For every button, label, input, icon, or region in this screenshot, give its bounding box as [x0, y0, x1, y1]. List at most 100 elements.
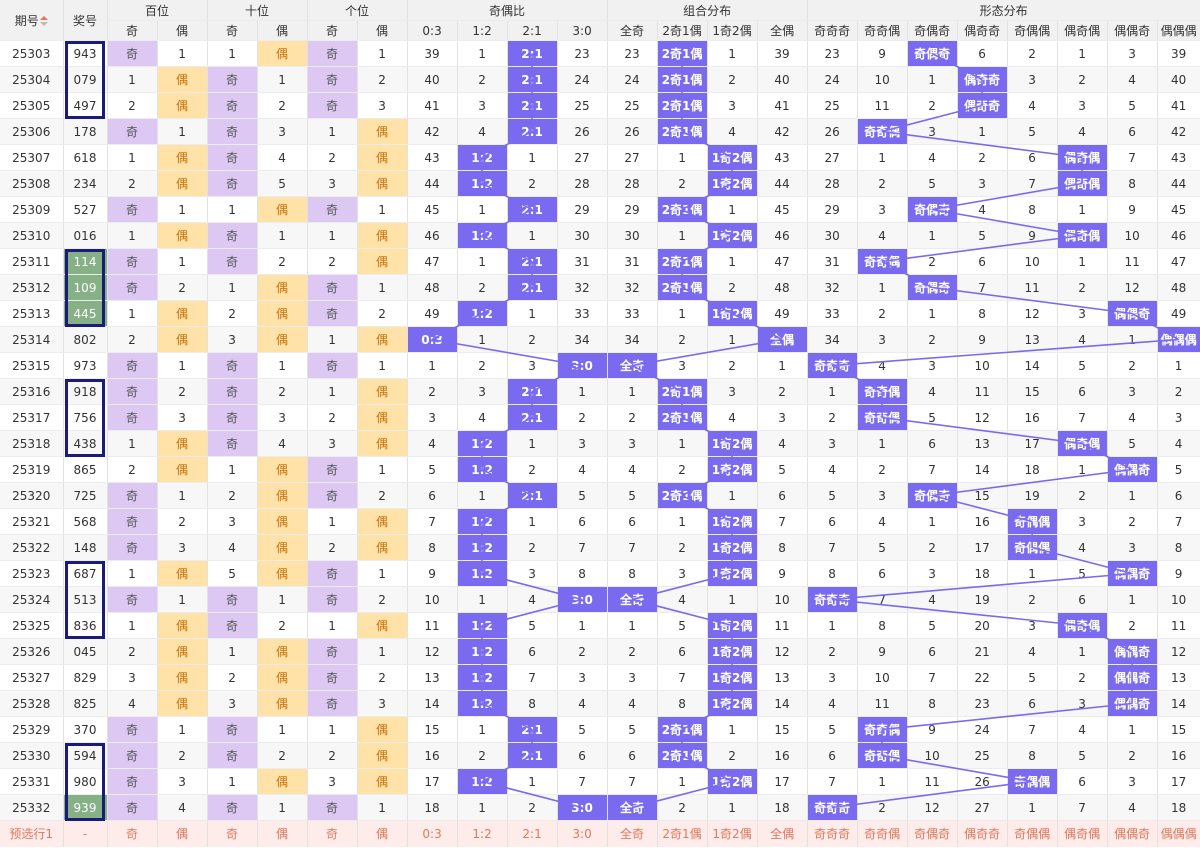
preset-option[interactable]: -	[63, 820, 108, 847]
draw-number: 438	[63, 430, 108, 457]
digit-parity-cell: 奇	[306, 40, 358, 67]
shape-cell: 2	[1057, 482, 1108, 509]
preset-option[interactable]: 偶	[257, 820, 308, 847]
preset-option[interactable]: 奇	[106, 820, 158, 847]
ratio-cell: 1:2	[457, 144, 508, 171]
digit-parity-cell: 1	[306, 378, 358, 405]
draw-number: 568	[63, 508, 108, 535]
combo-cell: 4	[707, 404, 758, 431]
preset-option[interactable]: 奇偶偶	[1007, 820, 1058, 847]
shape-cell: 42	[1157, 118, 1200, 145]
table-row: 25311 114 奇 1 奇 2 2 偶 47 1 2:1 31 31 2奇1偶 1 47 31 奇奇偶 2 6 10…	[0, 248, 1200, 275]
shape-cell: 7	[907, 456, 958, 483]
draw-number: 594	[63, 742, 108, 769]
shape-cell: 5	[907, 612, 958, 639]
combo-cell: 1	[707, 482, 758, 509]
sub-header: 1:2	[457, 20, 508, 41]
combo-cell: 44	[757, 170, 808, 197]
digit-parity-cell: 1	[106, 222, 158, 249]
preset-option[interactable]: 偶	[357, 820, 408, 847]
combo-cell: 2奇1偶	[657, 92, 708, 119]
preset-row[interactable]: 预选行1- 奇偶奇偶奇偶 0:3 1:2 2:1 3:0 全奇 2奇1偶 1奇2偶 全偶 奇奇奇 奇奇…	[0, 820, 1200, 847]
digit-parity-cell: 奇	[306, 274, 358, 301]
preset-option[interactable]: 奇	[206, 820, 258, 847]
ratio-cell: 1	[457, 586, 508, 613]
shape-cell: 奇奇奇	[806, 586, 858, 613]
preset-option[interactable]: 2奇1偶	[657, 820, 708, 847]
draw-number: 756	[63, 404, 108, 431]
preset-option[interactable]: 0:3	[406, 820, 458, 847]
issue-cell: 25322	[0, 534, 64, 561]
ratio-cell: 2	[457, 742, 508, 769]
combo-cell: 6	[757, 482, 808, 509]
shape-cell: 14	[1157, 690, 1200, 717]
shape-cell: 2	[806, 638, 858, 665]
ratio-cell: 1	[557, 612, 608, 639]
shape-cell: 10	[1107, 222, 1158, 249]
combo-cell: 4	[657, 586, 708, 613]
issue-cell: 25325	[0, 612, 64, 639]
units-header: 个位	[306, 0, 408, 21]
draw-number: 109	[63, 274, 108, 301]
issue-cell: 25323	[0, 560, 64, 587]
shape-cell: 18	[1157, 794, 1200, 821]
shape-cell: 3	[1007, 66, 1058, 93]
preset-option[interactable]: 1奇2偶	[707, 820, 758, 847]
issue-header[interactable]: 期号	[0, 0, 64, 41]
shape-cell: 9	[957, 326, 1008, 353]
shape-cell: 3	[1157, 404, 1200, 431]
shape-cell: 13	[957, 430, 1008, 457]
ratio-cell: 2:1	[507, 118, 558, 145]
preset-option[interactable]: 奇奇偶	[857, 820, 908, 847]
shape-cell: 9	[857, 40, 908, 67]
shape-cell: 1	[1107, 586, 1158, 613]
preset-option[interactable]: 1:2	[457, 820, 508, 847]
combo-cell: 5	[606, 482, 658, 509]
draw-number: 829	[63, 664, 108, 691]
shape-cell: 11	[957, 378, 1008, 405]
shape-cell: 3	[1057, 508, 1108, 535]
issue-cell: 25311	[0, 248, 64, 275]
shape-cell: 7	[907, 664, 958, 691]
preset-option[interactable]: 偶奇奇	[957, 820, 1008, 847]
ratio-cell: 5	[557, 716, 608, 743]
preset-option[interactable]: 全奇	[606, 820, 658, 847]
digit-parity-cell: 2	[206, 664, 258, 691]
preset-option[interactable]: 偶偶偶	[1157, 820, 1200, 847]
preset-option[interactable]: 3:0	[557, 820, 608, 847]
combo-cell: 7	[757, 508, 808, 535]
digit-parity-cell: 1	[106, 430, 158, 457]
issue-cell: 25319	[0, 456, 64, 483]
preset-option[interactable]: 偶偶奇	[1107, 820, 1158, 847]
shape-cell: 10	[857, 66, 908, 93]
digit-parity-cell: 奇	[206, 378, 258, 405]
shape-cell: 3	[1107, 40, 1158, 67]
digit-parity-cell: 1	[157, 482, 208, 509]
preset-option[interactable]: 奇	[306, 820, 358, 847]
digit-parity-cell: 偶	[257, 456, 308, 483]
preset-option[interactable]: 2:1	[507, 820, 558, 847]
shape-cell: 偶奇偶	[1057, 170, 1108, 197]
combo-cell: 2奇1偶	[657, 196, 708, 223]
digit-parity-cell: 奇	[306, 456, 358, 483]
shape-cell: 7	[806, 534, 858, 561]
preset-option[interactable]: 偶	[157, 820, 208, 847]
combo-cell: 2	[657, 170, 708, 197]
digit-parity-cell: 3	[157, 534, 208, 561]
combo-cell: 4	[757, 430, 808, 457]
table-row: 25312 109 奇 2 1 偶奇 1 48 2 2:1 32 32 2奇1偶 2 48 32 1 奇偶奇 7 11…	[0, 274, 1200, 301]
shape-cell: 1	[806, 378, 858, 405]
preset-option[interactable]: 奇偶奇	[907, 820, 958, 847]
combo-cell: 5	[657, 612, 708, 639]
preset-option[interactable]: 偶奇偶	[1057, 820, 1108, 847]
preset-option[interactable]: 奇奇奇	[806, 820, 858, 847]
shape-cell: 8	[1107, 170, 1158, 197]
digit-parity-cell: 1	[106, 560, 158, 587]
sub-header: 偶奇奇	[957, 20, 1008, 41]
preset-option[interactable]: 全偶	[757, 820, 808, 847]
digit-parity-cell: 偶	[157, 430, 208, 457]
digit-parity-cell: 偶	[357, 378, 408, 405]
table-row: 25324 513 奇 1 奇 1 奇 2 10 1 4 3:0 全奇 4 1 10 奇奇奇 7 4 19 2 6 1 10	[0, 586, 1200, 613]
ratio-cell: 2:1	[507, 742, 558, 769]
shape-cell: 1	[857, 768, 908, 795]
